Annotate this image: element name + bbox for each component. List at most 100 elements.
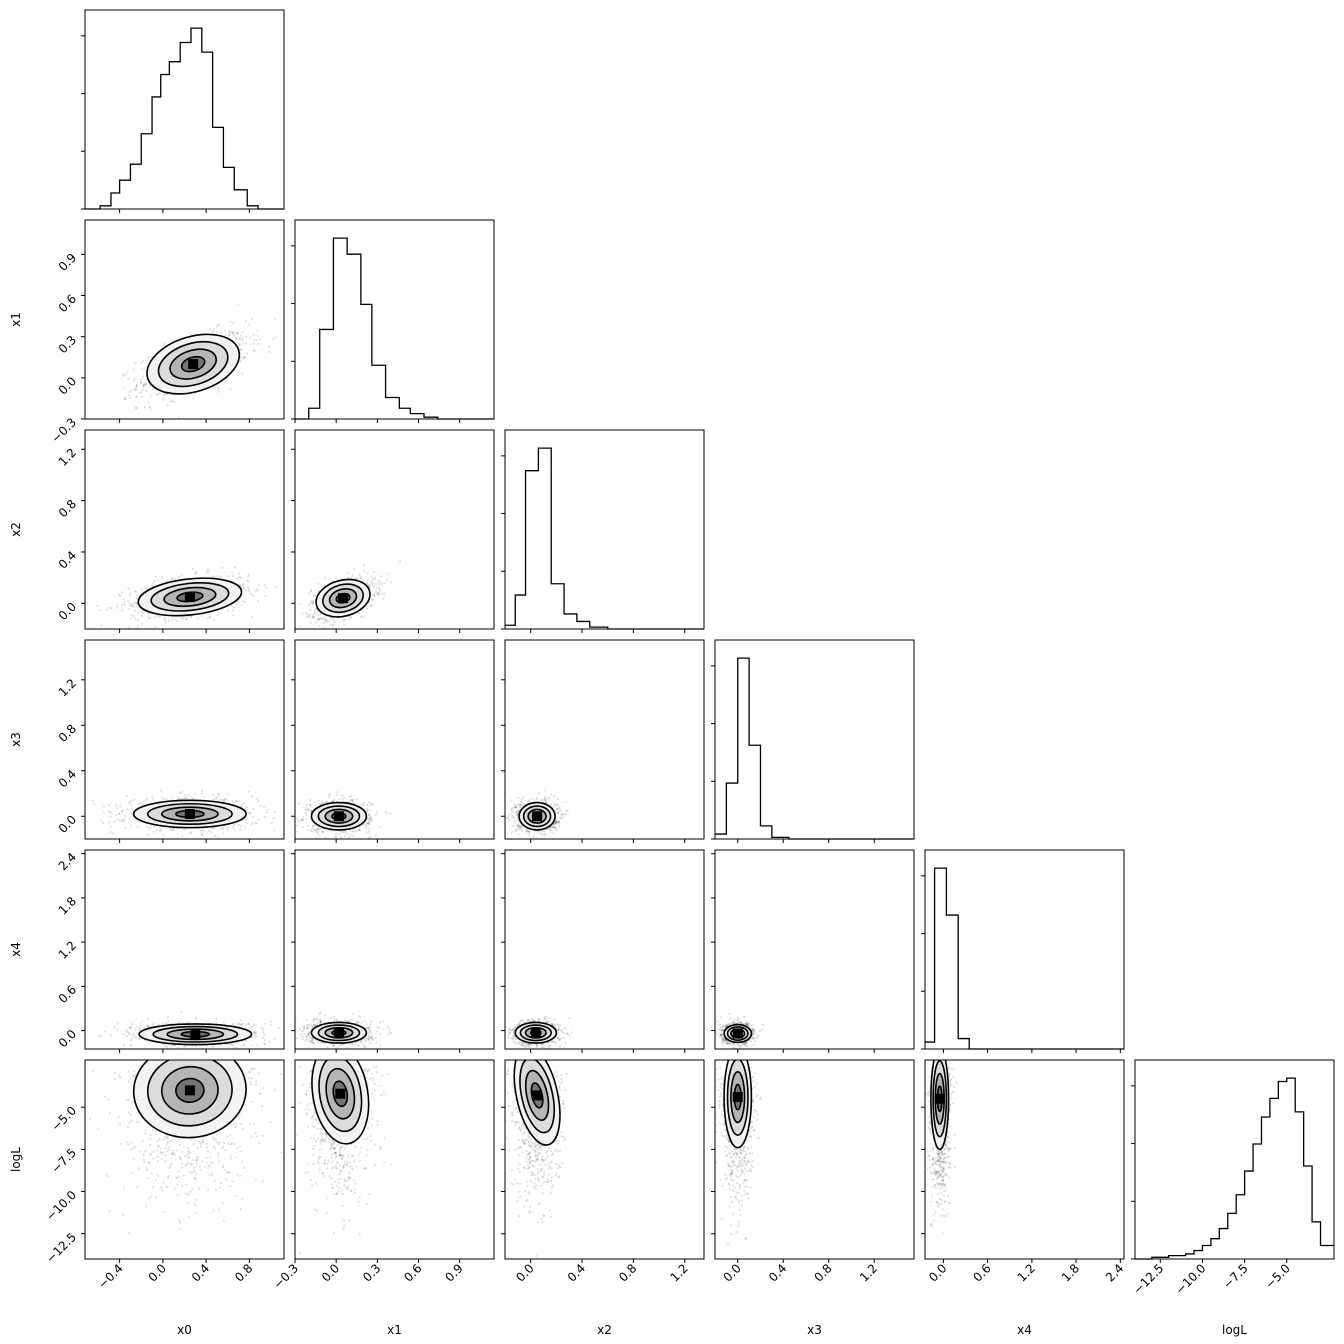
sample-point xyxy=(132,614,136,618)
sample-point xyxy=(358,828,361,831)
sample-point xyxy=(252,815,255,819)
sample-point xyxy=(233,829,236,832)
sample-point xyxy=(528,832,531,835)
sample-point xyxy=(359,577,363,580)
sample-point xyxy=(317,618,320,621)
sample-point xyxy=(380,592,383,595)
sample-point xyxy=(255,797,259,800)
histogram-x4 xyxy=(921,849,1125,1050)
sample-point xyxy=(170,828,173,832)
sample-point xyxy=(368,823,371,826)
sample-point xyxy=(129,617,132,620)
sample-point xyxy=(544,799,547,802)
sample-point xyxy=(135,406,138,409)
sample-point xyxy=(514,829,518,832)
sample-point xyxy=(331,800,334,803)
sample-point xyxy=(218,798,221,801)
sample-point xyxy=(123,397,126,400)
sample-point xyxy=(306,809,310,812)
sample-point xyxy=(226,826,229,829)
sample-point xyxy=(241,372,244,375)
sample-point xyxy=(335,791,338,794)
sample-point xyxy=(154,575,157,579)
sample-point xyxy=(247,811,250,814)
sample-point xyxy=(120,810,124,813)
sample-point xyxy=(136,611,140,614)
sample-point xyxy=(315,836,318,839)
sample-point xyxy=(134,361,137,365)
sample-point xyxy=(257,584,260,587)
sample-point xyxy=(130,799,134,803)
sample-point xyxy=(289,813,291,815)
sample-point xyxy=(245,808,248,811)
sample-point xyxy=(313,612,316,615)
sample-point xyxy=(320,618,323,621)
sample-point xyxy=(150,355,154,358)
sample-point xyxy=(553,802,556,805)
sample-point xyxy=(368,809,371,812)
sample-point xyxy=(226,793,230,796)
sample-point xyxy=(232,826,235,829)
sample-point xyxy=(366,822,369,825)
sample-point xyxy=(312,602,315,605)
sample-point xyxy=(334,836,337,839)
sample-point xyxy=(324,577,327,580)
sample-point xyxy=(544,834,547,837)
sample-point xyxy=(366,831,369,834)
sample-point xyxy=(162,395,165,398)
sample-point xyxy=(378,593,381,596)
sample-point xyxy=(158,391,162,395)
sample-point xyxy=(187,793,190,797)
sample-point xyxy=(144,389,148,392)
sample-point xyxy=(358,573,361,576)
sample-point xyxy=(350,798,353,802)
sample-point xyxy=(133,377,136,380)
sample-point xyxy=(237,338,240,341)
panel-frame xyxy=(294,219,495,420)
panel-frame xyxy=(1134,1059,1335,1260)
sample-point xyxy=(322,618,326,621)
sample-point xyxy=(367,822,370,825)
sample-point xyxy=(241,594,244,598)
sample-point xyxy=(235,332,239,336)
sample-point xyxy=(152,798,155,801)
sample-point xyxy=(234,799,237,802)
sample-point xyxy=(304,808,308,811)
sample-point xyxy=(128,817,131,820)
sample-point xyxy=(311,827,314,830)
sample-point xyxy=(557,821,560,824)
sample-point xyxy=(297,802,301,805)
sample-point xyxy=(167,617,170,620)
sample-point xyxy=(155,393,159,396)
sample-point xyxy=(106,608,109,611)
sample-point xyxy=(318,802,322,805)
sample-point xyxy=(153,616,156,619)
sample-point xyxy=(358,576,362,579)
sample-point xyxy=(328,796,331,799)
sample-point xyxy=(115,807,118,810)
sample-point xyxy=(232,614,235,617)
sample-point xyxy=(99,609,102,612)
sample-point xyxy=(133,388,136,391)
sample-point xyxy=(135,395,138,398)
sample-point xyxy=(132,368,135,371)
sample-point xyxy=(352,830,355,833)
sample-point xyxy=(161,796,164,799)
sample-point xyxy=(378,825,381,828)
sample-point xyxy=(317,827,320,831)
sample-point xyxy=(373,576,376,579)
sample-point xyxy=(302,815,305,818)
sample-point xyxy=(136,825,140,828)
sample-point xyxy=(177,575,180,578)
sample-point xyxy=(119,805,122,808)
sample-point xyxy=(222,831,225,834)
sample-point xyxy=(550,825,553,828)
sample-point xyxy=(121,819,124,822)
sample-point xyxy=(331,800,334,803)
sample-point xyxy=(242,586,246,589)
contour-line xyxy=(175,809,205,819)
sample-point xyxy=(264,595,267,598)
sample-point xyxy=(130,389,133,392)
sample-point xyxy=(221,566,224,570)
histogram-x0 xyxy=(81,9,285,210)
